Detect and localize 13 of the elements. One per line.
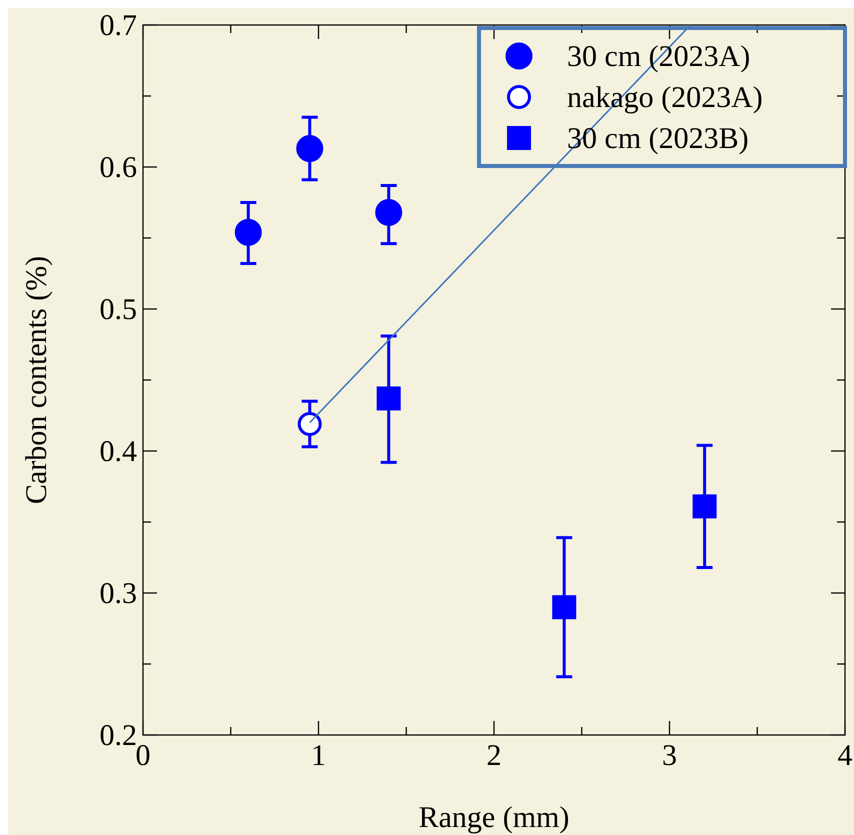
y-tick-label: 0.6 bbox=[100, 151, 137, 184]
x-tick-label: 1 bbox=[311, 739, 326, 772]
x-tick-label: 3 bbox=[662, 739, 677, 772]
y-axis-title: Carbon contents (%) bbox=[20, 256, 53, 504]
x-tick-label: 4 bbox=[838, 739, 852, 772]
y-tick-label: 0.5 bbox=[100, 293, 137, 326]
y-tick-label: 0.2 bbox=[100, 719, 137, 752]
y-tick-label: 0.4 bbox=[100, 435, 137, 468]
y-tick-label: 0.3 bbox=[100, 577, 137, 610]
x-tick-label: 2 bbox=[486, 739, 502, 772]
x-tick-label: 0 bbox=[136, 739, 150, 772]
x-axis-title: Range (mm) bbox=[418, 801, 570, 834]
y-tick-label: 0.7 bbox=[100, 9, 137, 42]
